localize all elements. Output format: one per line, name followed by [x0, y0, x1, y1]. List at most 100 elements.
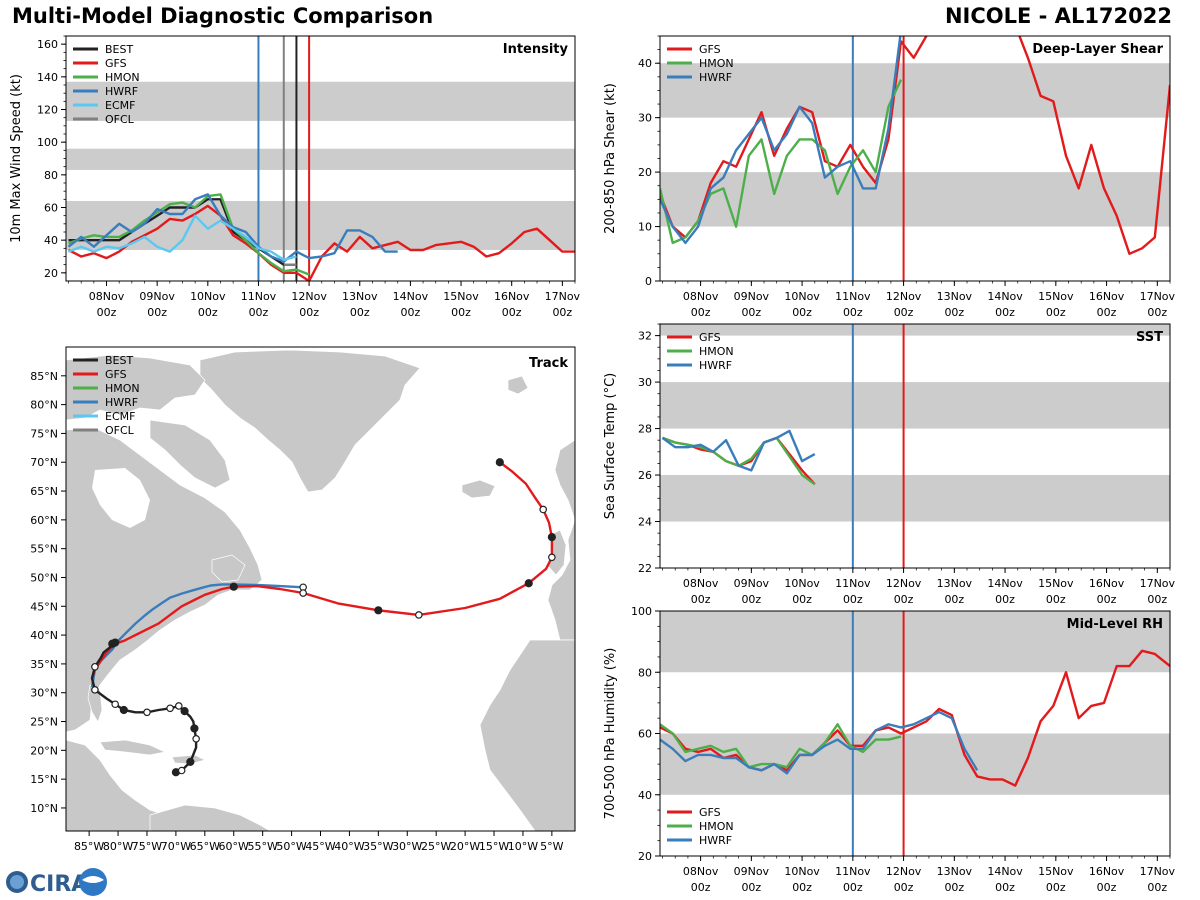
track-xtick-label: 30°W	[392, 840, 422, 853]
track-ytick-label: 60°N	[30, 514, 58, 527]
shear-ytick-label: 30	[638, 112, 652, 125]
intensity-xtick-label: 08Nov	[89, 290, 125, 303]
intensity-ytick-label: 60	[44, 202, 58, 215]
shear-panel: 0 10 20 30 40 08Nov 00z 09Nov 00z 10Nov 00z 11Nov 00…	[603, 35, 1176, 319]
globe-inner	[10, 875, 24, 889]
track-ytick-label: 15°N	[30, 773, 58, 786]
track-ytick-label: 40°N	[30, 629, 58, 642]
intensity-xtick-label: 10Nov	[190, 290, 226, 303]
logo-text: CIRA	[30, 872, 88, 897]
shear-xtick-label-hour: 00z	[1147, 306, 1167, 319]
shear-ylabel: 200-850 hPa Shear (kt)	[603, 83, 618, 234]
track-ytick-label: 45°N	[30, 600, 58, 613]
rh-xtick-label-hour: 00z	[894, 881, 914, 894]
shear-xtick-label-hour: 00z	[944, 306, 964, 319]
track-marker-best-open	[143, 708, 151, 717]
sst-band-2	[660, 324, 1170, 336]
track-panel: 10°N 15°N 20°N 25°N 30°N 35°N 40°N 45°N 50°N 55°N…	[30, 346, 576, 853]
sst-xtick-label: 09Nov	[734, 577, 770, 590]
intensity-xtick-label-hour: 00z	[198, 306, 218, 319]
rh-xtick-label: 11Nov	[835, 865, 871, 878]
sst-legend-label-hmon: HMON	[699, 345, 734, 358]
rh-xtick-label-hour: 00z	[1097, 881, 1117, 894]
shear-xtick-label-hour: 00z	[1097, 306, 1117, 319]
intensity-ytick-label: 140	[37, 71, 58, 84]
track-ytick-label: 55°N	[30, 543, 58, 556]
sst-xtick-label: 17Nov	[1140, 577, 1176, 590]
cira-logo: CIRA	[6, 868, 107, 897]
intensity-xtick-label-hour: 00z	[401, 306, 421, 319]
intensity-ytick-label: 100	[37, 136, 58, 149]
land-south-america	[149, 804, 271, 831]
track-ytick-label: 85°N	[30, 370, 58, 383]
sst-xtick-label-hour: 00z	[995, 593, 1015, 606]
track-marker-gfs-open	[299, 589, 307, 597]
track-marker-gfs-open	[415, 611, 423, 619]
shear-ytick-label: 0	[645, 275, 652, 288]
rh-panel: 20 40 60 80 100 08Nov 00z 09Nov 00z 10Nov 00z 11Nov…	[603, 605, 1176, 894]
sst-xtick-label-hour: 00z	[792, 593, 812, 606]
sst-band-1	[660, 382, 1170, 429]
track-ytick-label: 65°N	[30, 485, 58, 498]
rh-xtick-label: 15Nov	[1038, 865, 1074, 878]
shear-xtick-label-hour: 00z	[741, 306, 761, 319]
track-ytick-label: 50°N	[30, 571, 58, 584]
shear-xtick-label: 10Nov	[784, 290, 820, 303]
intensity-panel: 20 40 60 80 100 120 140 160 08Nov 00z 09Nov 00z 10No…	[9, 35, 581, 319]
water-hudson-bay	[92, 468, 150, 528]
track-xtick-label: 35°W	[363, 840, 393, 853]
sst-xtick-label: 11Nov	[835, 577, 871, 590]
shear-xtick-label: 13Nov	[937, 290, 973, 303]
intensity-ytick-label: 160	[37, 38, 58, 51]
intensity-band-2	[66, 81, 575, 121]
track-ytick-label: 25°N	[30, 716, 58, 729]
sst-xtick-label: 16Nov	[1089, 577, 1125, 590]
sst-series-hwrf	[661, 429, 816, 472]
sst-ytick-label: 22	[638, 562, 652, 575]
intensity-xtick-label-hour: 00z	[350, 306, 370, 319]
rh-series-hmon	[660, 723, 902, 769]
intensity-legend-label-hmon: HMON	[105, 71, 140, 84]
rh-band-1	[660, 611, 1170, 673]
land-svalbard	[507, 375, 529, 395]
sst-xtick-label: 14Nov	[987, 577, 1023, 590]
rh-xtick-label: 09Nov	[734, 865, 770, 878]
intensity-xtick-label-hour: 00z	[451, 306, 471, 319]
intensity-xtick-label-hour: 00z	[147, 306, 167, 319]
intensity-xtick-label: 17Nov	[545, 290, 581, 303]
sst-ytick-label: 30	[638, 376, 652, 389]
rh-ytick-label: 100	[631, 605, 652, 618]
rh-xtick-label: 17Nov	[1140, 865, 1176, 878]
track-line-gfs	[90, 461, 554, 679]
sst-xtick-label-hour: 00z	[1046, 593, 1066, 606]
track-axes: 10°N 15°N 20°N 25°N 30°N 35°N 40°N 45°N 50°N 55°N…	[30, 370, 563, 853]
shear-series-gfs	[660, 36, 1170, 256]
intensity-series-hwrf	[67, 193, 398, 263]
sst-legend-label-hwrf: HWRF	[699, 359, 732, 372]
shear-xtick-label: 14Nov	[987, 290, 1023, 303]
land-africa	[479, 639, 575, 831]
track-ytick-label: 20°N	[30, 744, 58, 757]
rh-legend-label-hmon: HMON	[699, 820, 734, 833]
sst-frame	[659, 323, 1171, 569]
intensity-xtick-label: 13Nov	[342, 290, 378, 303]
rh-xtick-label-hour: 00z	[995, 881, 1015, 894]
track-marker-best-filled	[119, 705, 128, 715]
land-greenland	[199, 349, 421, 493]
track-ytick-label: 80°N	[30, 399, 58, 412]
shear-xtick-label: 12Nov	[886, 290, 922, 303]
track-line-hwrf	[90, 583, 304, 688]
track-marker-best-open	[111, 700, 119, 709]
shear-xtick-label: 09Nov	[734, 290, 770, 303]
intensity-legend-label-ecmf: ECMF	[105, 99, 135, 112]
rh-ytick-label: 40	[638, 789, 652, 802]
rh-ylabel: 700-500 hPa Humidity (%)	[603, 648, 618, 820]
shear-ytick-label: 10	[638, 221, 652, 234]
track-xtick-label: 60°W	[219, 840, 249, 853]
rh-band-0	[660, 733, 1170, 795]
rh-xtick-label-hour: 00z	[1147, 881, 1167, 894]
intensity-xtick-label: 11Nov	[241, 290, 277, 303]
track-marker-gfs-open	[539, 505, 547, 514]
track-marker-best-open	[91, 662, 99, 671]
